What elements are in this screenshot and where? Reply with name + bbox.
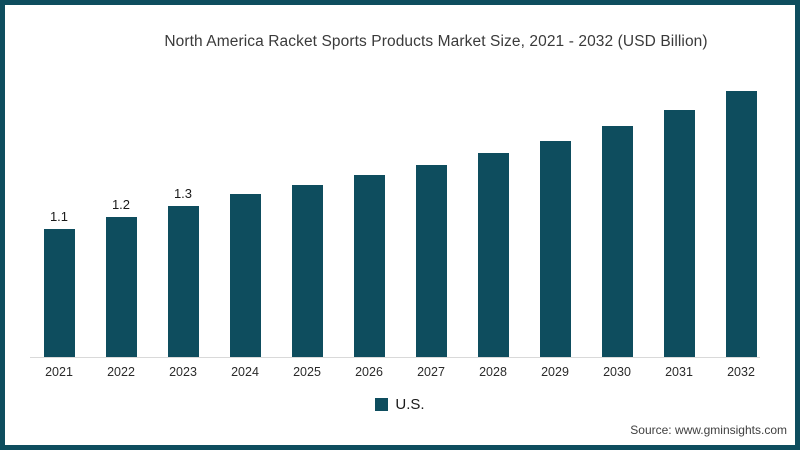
x-tick-label: 2030 [603,365,631,379]
bar-column [276,57,338,357]
bar [725,91,757,357]
bar [353,175,385,357]
bar [291,185,323,357]
bar-column [400,57,462,357]
source-attribution: Source: www.gminsights.com [630,423,787,437]
x-tick-label: 2025 [293,365,321,379]
x-axis-labels: 2021 2022 2023 2024 2025 2026 2027 2028 2029 2030… [28,365,772,379]
bar [601,126,633,357]
x-tick-label: 2023 [169,365,197,379]
bar-column: 1.2 [90,57,152,357]
bar [167,206,199,357]
bar-column [648,57,710,357]
bar [415,165,447,357]
legend-swatch-icon [375,398,389,411]
x-tick-label: 2027 [417,365,445,379]
bar-column [462,57,524,357]
x-tick-label: 2026 [355,365,383,379]
bar-column [586,57,648,357]
bar [105,217,137,357]
legend: U.S. [5,396,795,413]
bar-value-label: 1.2 [111,197,131,212]
bar-value-label: 1.3 [173,186,193,201]
x-tick-label: 2028 [479,365,507,379]
bar-column: 1.1 [28,57,90,357]
bar [477,153,509,357]
x-tick-label: 2024 [231,365,259,379]
bar [229,194,261,357]
x-tick-label: 2022 [107,365,135,379]
bar-column [710,57,772,357]
x-tick-label: 2031 [665,365,693,379]
bar-value-label: 1.1 [49,209,69,224]
bar-column [338,57,400,357]
legend-label: U.S. [395,396,425,413]
bar-chart-plot-area: 1.1 1.2 1.3 [28,57,772,357]
bar [43,229,75,357]
chart-title: North America Racket Sports Products Mar… [164,33,708,50]
bar [663,110,695,357]
bar-column [524,57,586,357]
bar-column [214,57,276,357]
x-axis-line [30,357,760,358]
bar-column: 1.3 [152,57,214,357]
x-tick-label: 2032 [727,365,755,379]
x-tick-label: 2029 [541,365,569,379]
x-tick-label: 2021 [45,365,73,379]
bar [539,141,571,357]
